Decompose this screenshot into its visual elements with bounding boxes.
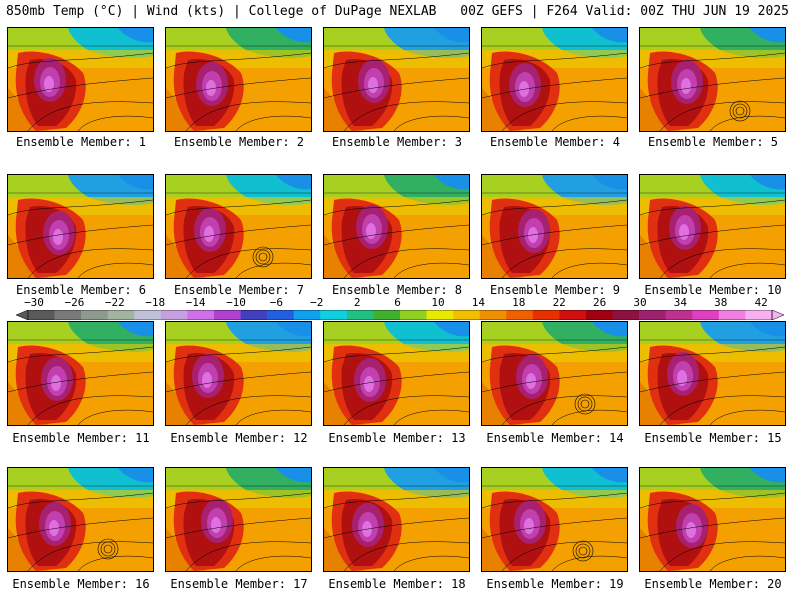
- ensemble-member-label: Ensemble Member: 7: [173, 283, 305, 297]
- colorbar-tick-label: −22: [104, 296, 125, 309]
- ensemble-member-label: Ensemble Member: 5: [647, 135, 779, 149]
- colorbar-tick-label: 38: [714, 296, 728, 309]
- ensemble-member-label: Ensemble Member: 4: [489, 135, 621, 149]
- ensemble-member-label: Ensemble Member: 1: [15, 135, 147, 149]
- header-title-left: 850mb Temp (°C) | Wind (kts) | College o…: [6, 4, 437, 19]
- ensemble-map-panel: [165, 321, 312, 426]
- ensemble-map-panel: [7, 321, 154, 426]
- ensemble-map-panel: [639, 27, 786, 132]
- ensemble-member-label: Ensemble Member: 13: [328, 431, 466, 445]
- ensemble-member-label: Ensemble Member: 19: [486, 577, 624, 591]
- colorbar-tick-label: 34: [673, 296, 688, 309]
- ensemble-map-panel: [165, 174, 312, 279]
- ensemble-map-panel: [7, 174, 154, 279]
- colorbar-tick-label: 30: [633, 296, 647, 309]
- ensemble-map-panel: [323, 174, 470, 279]
- ensemble-map-panel: [481, 467, 628, 572]
- colorbar-tick-label: 14: [471, 296, 486, 309]
- colorbar-tick-label: −2: [310, 296, 324, 309]
- ensemble-member-label: Ensemble Member: 11: [12, 431, 150, 445]
- ensemble-map-panel: [639, 467, 786, 572]
- colorbar-tick-label: 18: [512, 296, 526, 309]
- ensemble-map-panel: [481, 27, 628, 132]
- ensemble-member-label: Ensemble Member: 18: [328, 577, 466, 591]
- ensemble-map-panel: [323, 27, 470, 132]
- ensemble-map-panel: [165, 27, 312, 132]
- ensemble-member-label: Ensemble Member: 16: [12, 577, 150, 591]
- colorbar-tick-label: 2: [353, 296, 361, 309]
- ensemble-map-panel: [323, 321, 470, 426]
- ensemble-member-label: Ensemble Member: 6: [15, 283, 147, 297]
- ensemble-map-panel: [7, 467, 154, 572]
- colorbar-tick-label: −10: [226, 296, 246, 309]
- ensemble-map-panel: [165, 467, 312, 572]
- ensemble-member-label: Ensemble Member: 20: [644, 577, 782, 591]
- ensemble-member-label: Ensemble Member: 12: [170, 431, 308, 445]
- colorbar-tick-label: 42: [754, 296, 768, 309]
- ensemble-member-label: Ensemble Member: 10: [644, 283, 782, 297]
- ensemble-member-label: Ensemble Member: 8: [331, 283, 463, 297]
- colorbar-tick-label: 10: [431, 296, 445, 309]
- colorbar-tick-label: 22: [552, 296, 566, 309]
- ensemble-map-panel: [7, 27, 154, 132]
- ensemble-member-label: Ensemble Member: 9: [489, 283, 621, 297]
- colorbar-tick-label: −18: [145, 296, 166, 309]
- header-title-right: 00Z GEFS | F264 Valid: 00Z THU JUN 19 20…: [460, 4, 789, 19]
- ensemble-map-panel: [639, 321, 786, 426]
- colorbar-tick-label: −6: [269, 296, 284, 309]
- ensemble-map-panel: [323, 467, 470, 572]
- ensemble-map-panel: [481, 321, 628, 426]
- ensemble-member-label: Ensemble Member: 17: [170, 577, 308, 591]
- ensemble-member-label: Ensemble Member: 3: [331, 135, 463, 149]
- ensemble-member-label: Ensemble Member: 15: [644, 431, 782, 445]
- colorbar-tick-label: 6: [394, 296, 401, 309]
- colorbar-tick-label: 26: [592, 296, 607, 309]
- colorbar-tick-label: −30: [24, 296, 44, 309]
- colorbar-tick-label: −14: [185, 296, 206, 309]
- ensemble-map-panel: [639, 174, 786, 279]
- temperature-colorbar: [16, 310, 784, 320]
- colorbar-tick-label: −26: [64, 296, 85, 309]
- ensemble-member-label: Ensemble Member: 2: [173, 135, 305, 149]
- ensemble-map-panel: [481, 174, 628, 279]
- ensemble-member-label: Ensemble Member: 14: [486, 431, 624, 445]
